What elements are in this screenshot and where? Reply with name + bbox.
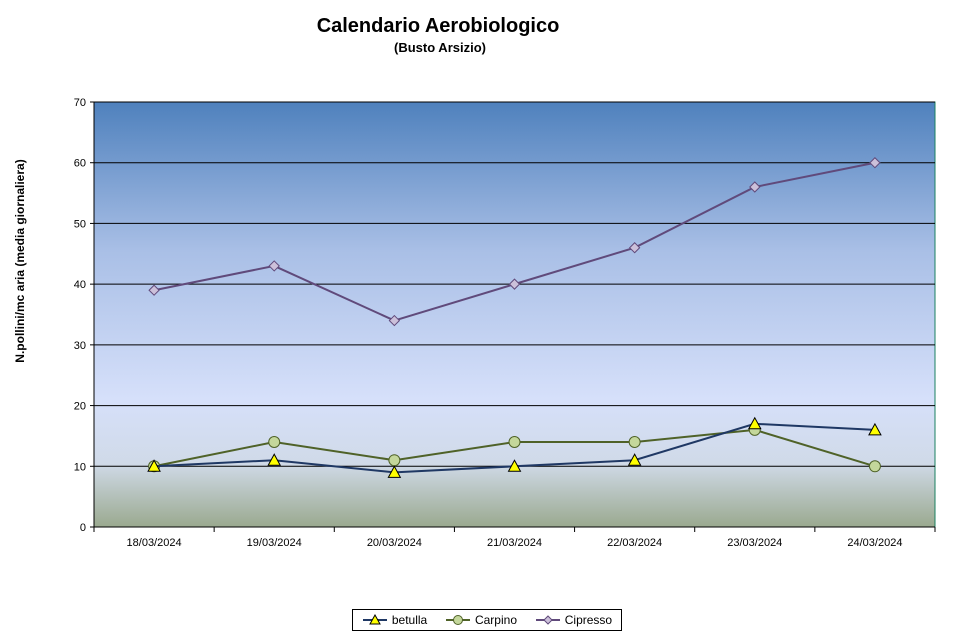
axes: 0 10 20 30 40 50 60 70 18/03/2024 19/03/2024 20/03…: [74, 97, 936, 549]
series-group: [147, 157, 882, 478]
data-point-betulla: [267, 453, 282, 466]
data-point-cipresso: [749, 181, 761, 193]
data-point-betulla: [868, 422, 882, 436]
legend-marker: [452, 615, 463, 625]
line-chart: 0 10 20 30 40 50 60 70 18/03/2024 19/03/2024 20/03…: [74, 97, 936, 549]
data-point-betulla: [747, 416, 762, 430]
legend-label-carpino: Carpino: [474, 613, 517, 627]
y-tick-label: 0: [80, 522, 86, 534]
legend-label-cipresso: Cipresso: [564, 613, 613, 627]
y-tick-label: 60: [74, 158, 86, 170]
y-tick-label: 50: [74, 218, 86, 230]
data-point-carpino: [388, 454, 401, 467]
data-point-betulla: [387, 465, 402, 478]
x-tick-label: 19/03/2024: [247, 537, 302, 549]
legend: betulla Carpino Cipresso: [352, 609, 622, 631]
data-point-cipresso: [148, 284, 160, 296]
data-point-cipresso: [628, 242, 641, 254]
data-point-cipresso: [268, 260, 280, 272]
data-point-carpino: [508, 436, 521, 448]
legend-item-cipresso: Cipresso: [535, 613, 612, 627]
y-tick-label: 20: [74, 401, 86, 413]
legend-label-betulla: betulla: [391, 613, 428, 627]
x-tick-label: 23/03/2024: [727, 537, 782, 549]
y-tick-label: 30: [74, 340, 86, 352]
x-tick-label: 18/03/2024: [127, 537, 182, 549]
legend-swatch-cipresso: [535, 615, 560, 625]
chart-subtitle: (Busto Arsizio): [394, 40, 486, 55]
plot-area: [93, 101, 936, 528]
data-point-carpino: [268, 436, 281, 448]
x-tick-label: 24/03/2024: [847, 537, 902, 549]
chart-title: Calendario Aerobiologico: [316, 15, 560, 37]
legend-swatch-betulla: [362, 614, 387, 625]
legend-item-betulla: betulla: [362, 613, 427, 627]
legend-swatch-carpino: [445, 615, 470, 625]
x-tick-label: 20/03/2024: [367, 537, 422, 549]
y-tick-label: 10: [74, 461, 86, 473]
data-point-betulla: [507, 459, 522, 472]
x-tick-label: 22/03/2024: [607, 537, 662, 549]
data-point-cipresso: [869, 157, 881, 169]
data-point-carpino: [628, 436, 641, 448]
data-point-carpino: [868, 460, 881, 473]
x-tick-label: 21/03/2024: [487, 537, 542, 549]
legend-marker: [543, 615, 553, 625]
data-point-betulla: [147, 459, 161, 472]
data-point-betulla: [627, 453, 642, 466]
y-tick-label: 70: [74, 97, 86, 109]
y-tick-label: 40: [74, 279, 86, 291]
data-point-cipresso: [388, 314, 401, 327]
data-point-cipresso: [508, 278, 521, 290]
legend-marker: [369, 614, 381, 625]
legend-item-carpino: Carpino: [445, 613, 517, 627]
